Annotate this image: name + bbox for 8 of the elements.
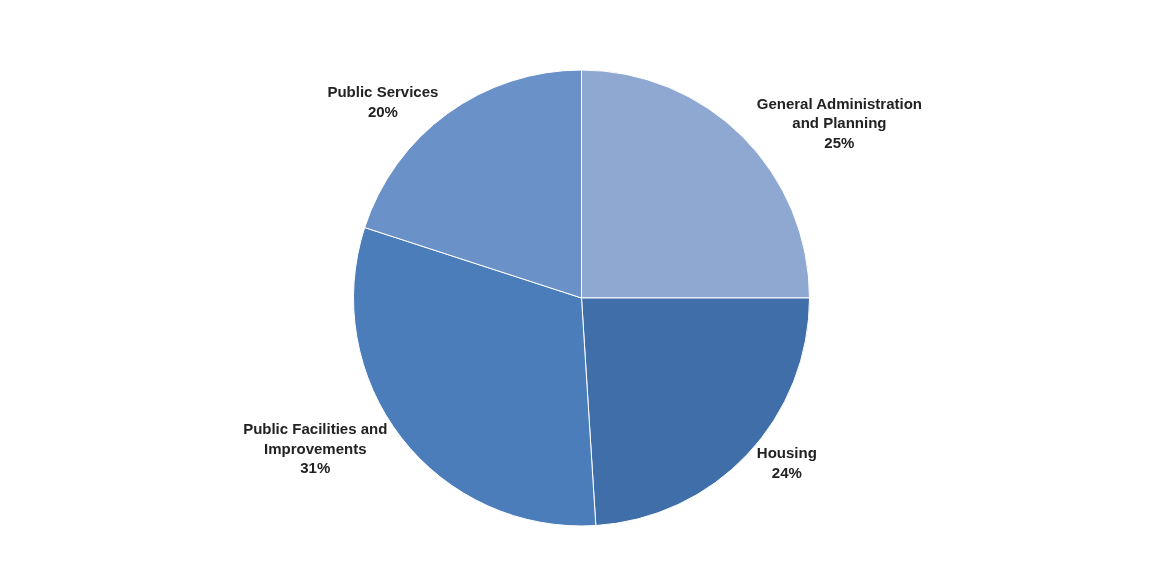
data-label: 24%	[771, 463, 802, 481]
slice-label: Public Services	[327, 83, 439, 101]
slice-label: Public Facilities and Improvements	[243, 420, 388, 457]
slice-label: Housing	[756, 444, 817, 462]
data-label: 20%	[367, 102, 398, 120]
data-label: 25%	[824, 133, 855, 151]
data-label: 31%	[300, 459, 331, 477]
slice-label: General Administration and Planning	[756, 94, 923, 132]
